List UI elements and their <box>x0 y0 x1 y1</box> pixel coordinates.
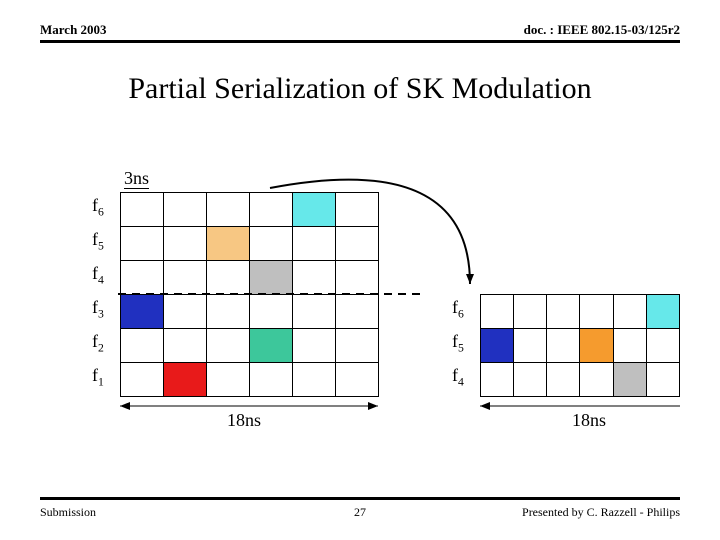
grid-cell <box>164 329 207 363</box>
grid-cell <box>164 227 207 261</box>
grid-cell <box>293 193 336 227</box>
page-number: 27 <box>354 505 366 520</box>
grid-cell <box>613 295 646 329</box>
row-label: f4 <box>92 264 104 298</box>
right-grid-row-labels: f6f5f4 <box>452 298 464 400</box>
header-rule <box>40 40 680 43</box>
grid-cell <box>293 363 336 397</box>
grid-cell <box>547 329 580 363</box>
grid-cell <box>547 363 580 397</box>
left-grid-row-labels: f6f5f4f3f2f1 <box>92 196 104 400</box>
grid-cell <box>580 363 613 397</box>
grid-cell <box>250 261 293 295</box>
right-grid <box>480 294 680 397</box>
header-right: doc. : IEEE 802.15-03/125r2 <box>524 22 680 38</box>
right-grid-bottom-label: 18ns <box>572 410 606 431</box>
grid-cell <box>121 227 164 261</box>
grid-cell <box>547 295 580 329</box>
grid-cell <box>336 193 379 227</box>
grid-cell <box>481 295 514 329</box>
grid-cell <box>336 261 379 295</box>
grid-cell <box>580 329 613 363</box>
grid-cell <box>336 227 379 261</box>
grid-cell <box>293 261 336 295</box>
grid-cell <box>613 363 646 397</box>
grid-cell <box>207 295 250 329</box>
diagram-area: f6f5f4f3f2f1 3ns 18ns f6f5f4 18ns <box>40 150 680 480</box>
grid-cell <box>250 363 293 397</box>
grid-cell <box>293 295 336 329</box>
grid-cell <box>207 363 250 397</box>
header: March 2003 doc. : IEEE 802.15-03/125r2 <box>40 22 680 38</box>
grid-cell <box>250 193 293 227</box>
grid-cell <box>293 227 336 261</box>
row-label: f6 <box>452 298 464 332</box>
row-label: f2 <box>92 332 104 366</box>
row-label: f5 <box>92 230 104 264</box>
grid-cell <box>293 329 336 363</box>
row-label: f4 <box>452 366 464 400</box>
grid-cell <box>336 363 379 397</box>
grid-cell <box>250 227 293 261</box>
left-grid-bottom-label: 18ns <box>227 410 261 431</box>
grid-cell <box>514 329 547 363</box>
grid-cell <box>164 261 207 295</box>
grid-cell <box>164 363 207 397</box>
row-label: f6 <box>92 196 104 230</box>
row-label: f3 <box>92 298 104 332</box>
header-left: March 2003 <box>40 22 107 38</box>
grid-cell <box>164 295 207 329</box>
grid-cell <box>514 363 547 397</box>
footer-right: Presented by C. Razzell - Philips <box>522 505 680 520</box>
grid-cell <box>121 363 164 397</box>
grid-cell <box>336 295 379 329</box>
grid-cell <box>164 193 207 227</box>
grid-cell <box>336 329 379 363</box>
grid-cell <box>121 193 164 227</box>
grid-cell <box>207 193 250 227</box>
grid-cell <box>207 261 250 295</box>
row-label: f1 <box>92 366 104 400</box>
grid-cell <box>481 363 514 397</box>
grid-cell <box>121 261 164 295</box>
grid-cell <box>250 329 293 363</box>
left-grid <box>120 192 379 397</box>
footer-rule <box>40 497 680 500</box>
left-grid-top-label: 3ns <box>124 168 149 189</box>
footer: Submission 27 Presented by C. Razzell - … <box>40 505 680 520</box>
grid-cell <box>646 329 679 363</box>
page-title: Partial Serialization of SK Modulation <box>0 72 720 106</box>
grid-cell <box>250 295 293 329</box>
grid-cell <box>481 329 514 363</box>
footer-left: Submission <box>40 505 96 520</box>
grid-cell <box>580 295 613 329</box>
grid-cell <box>121 295 164 329</box>
row-label: f5 <box>452 332 464 366</box>
grid-cell <box>207 329 250 363</box>
grid-cell <box>646 295 679 329</box>
grid-cell <box>121 329 164 363</box>
grid-cell <box>646 363 679 397</box>
grid-cell <box>613 329 646 363</box>
grid-cell <box>514 295 547 329</box>
grid-cell <box>207 227 250 261</box>
